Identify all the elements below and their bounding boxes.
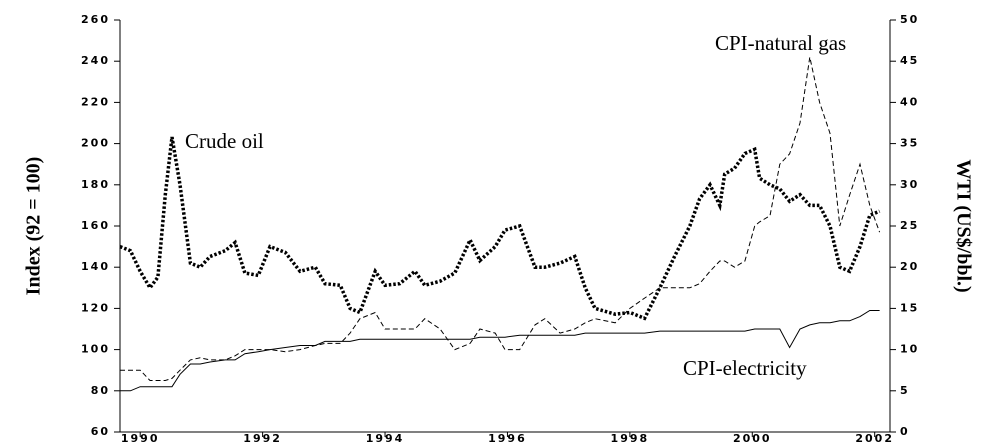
y2-tick-label: 5	[900, 384, 910, 397]
y-tick-label: 260	[81, 13, 110, 26]
y2-tick-label: 30	[900, 178, 919, 191]
y2-tick-label: 0	[900, 425, 910, 438]
y-tick-label: 180	[81, 178, 110, 191]
x-tick-label: 2002	[855, 432, 894, 444]
y-tick-label: 240	[81, 54, 110, 67]
series-label: CPI-electricity	[683, 356, 807, 380]
y2-tick-label: 45	[900, 54, 919, 67]
y-axis-label: Index (92 = 100)	[23, 157, 45, 296]
series-label: Crude oil	[185, 129, 264, 153]
series-line	[120, 56, 881, 381]
y-tick-label: 160	[81, 219, 110, 232]
x-tick-label: 2000	[733, 432, 772, 444]
y2-tick-label: 15	[900, 301, 919, 314]
y2-tick-label: 25	[900, 219, 919, 232]
y2-tick-label: 35	[900, 137, 919, 150]
y-tick-label: 220	[81, 95, 110, 108]
x-tick-label: 1998	[611, 432, 650, 444]
y-tick-label: 100	[81, 343, 110, 356]
y2-tick-label: 10	[900, 343, 919, 356]
y-tick-label: 80	[91, 384, 110, 397]
y-tick-label: 200	[81, 137, 110, 150]
x-tick-label: 1996	[488, 432, 527, 444]
series-label: CPI-natural gas	[715, 31, 846, 55]
x-tick-label: 1990	[121, 432, 160, 444]
y-tick-label: 120	[81, 301, 110, 314]
x-tick-label: 1992	[243, 432, 282, 444]
y2-tick-label: 40	[900, 95, 919, 108]
y2-tick-label: 20	[900, 260, 919, 273]
y-tick-label: 60	[91, 425, 110, 438]
x-tick-label: 1994	[366, 432, 405, 444]
series-line	[119, 136, 881, 321]
y-tick-label: 140	[81, 260, 110, 273]
series-line	[120, 310, 880, 392]
y2-tick-label: 50	[900, 13, 919, 26]
y2-axis-label: WTI (US$/bbl.)	[952, 159, 974, 292]
